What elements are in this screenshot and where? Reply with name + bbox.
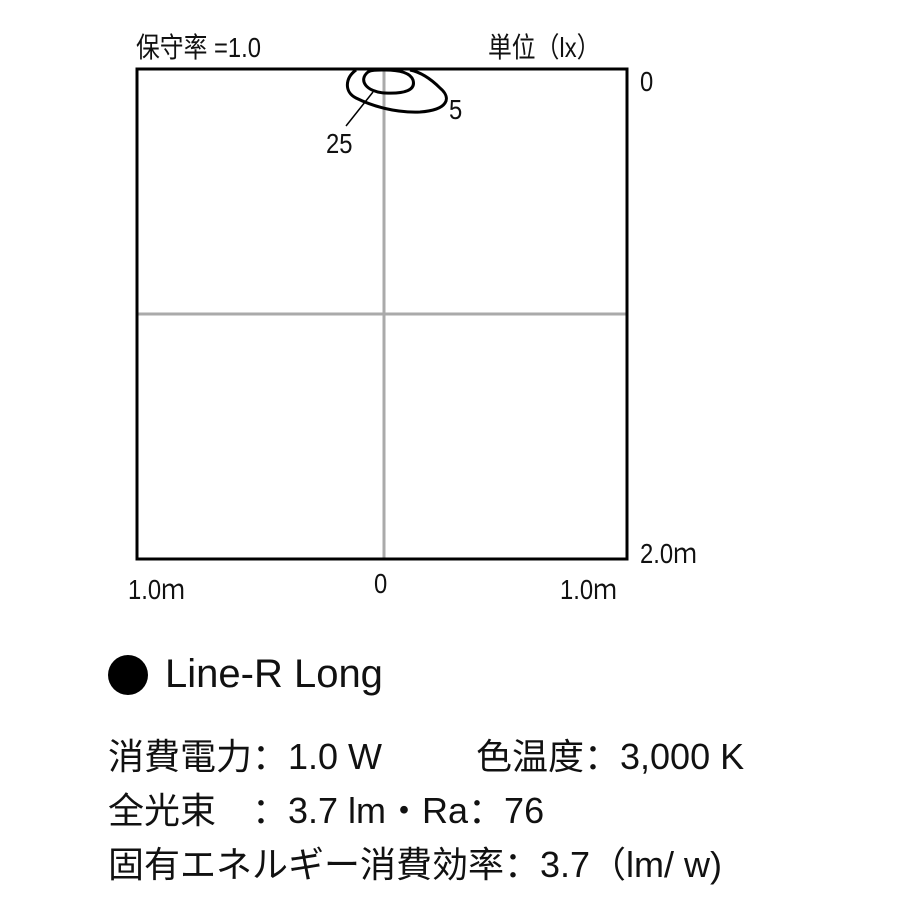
- product-name: Line-R Long: [165, 652, 383, 696]
- maintenance-factor-label: 保守率 =1.0: [136, 32, 262, 63]
- contour-label-25: 25: [326, 128, 353, 159]
- contour-5: [345, 68, 448, 114]
- energy-efficiency: 固有エネルギー消費効率：3.7（lm/ w): [108, 844, 723, 885]
- x-tick-right: 1.0ｍ: [560, 574, 617, 605]
- y-tick-0: 0: [640, 66, 654, 97]
- bullet-icon: [108, 655, 148, 695]
- y-tick-2m: 2.0ｍ: [640, 538, 697, 569]
- contour-label-5: 5: [449, 94, 463, 125]
- x-tick-left: 1.0ｍ: [128, 574, 185, 605]
- contour-25: [362, 68, 415, 95]
- color-temperature: 色温度：3,000 K: [476, 736, 745, 777]
- x-tick-center: 0: [374, 568, 388, 599]
- contour-leader-line: [345, 91, 374, 127]
- power-consumption: 消費電力：1.0 W: [108, 736, 383, 777]
- luminous-flux-ra: 全光束 ：3.7 lm・Ra：76: [108, 790, 545, 831]
- unit-label: 単位（lx）: [488, 32, 601, 63]
